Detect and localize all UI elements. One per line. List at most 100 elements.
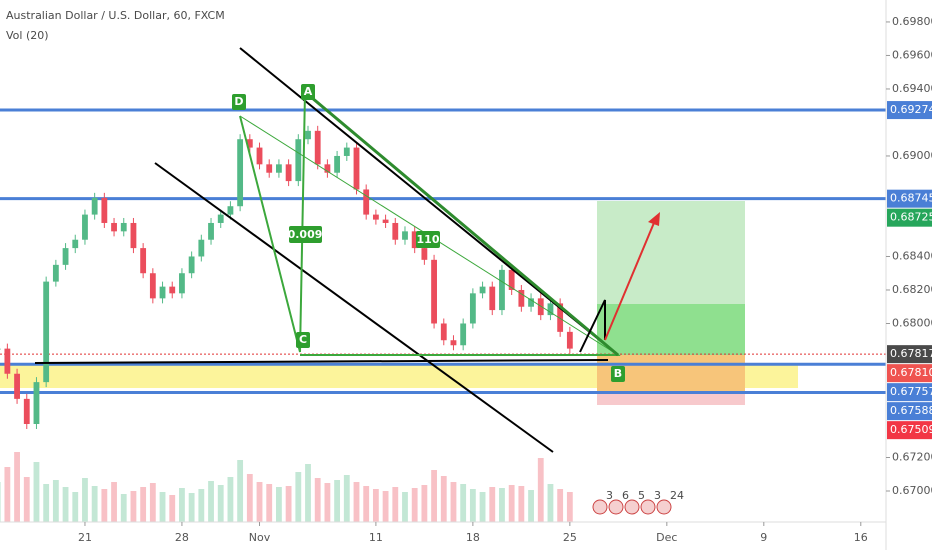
candle-body (305, 130, 311, 140)
volume-bar (208, 481, 214, 522)
volume-bar (431, 470, 437, 522)
volume-bar (14, 452, 20, 522)
volume-bar (353, 482, 360, 522)
volume-bar (62, 487, 69, 522)
candle-body (130, 222, 137, 249)
candle-body (111, 222, 117, 232)
volume-bar (411, 488, 418, 522)
x-tick-label: 9 (760, 531, 767, 544)
price-tag (887, 345, 932, 364)
candle-body (179, 273, 185, 294)
event-icon (592, 499, 608, 515)
volume-bar (179, 488, 185, 522)
volume-bar (217, 485, 224, 522)
volume-bar (372, 489, 379, 522)
event-icon (656, 499, 672, 515)
pattern-tag (296, 332, 310, 348)
ratio-tag (289, 226, 322, 243)
candle-body (188, 256, 195, 274)
candle-body (217, 214, 224, 223)
drawings: D A C B 0.009 110 (34, 47, 660, 453)
candle-body (402, 231, 408, 240)
event-label: 5 (638, 489, 645, 502)
path-line (579, 299, 606, 353)
target-zone (597, 201, 745, 304)
volume-bar (402, 492, 408, 522)
volume-bar (528, 490, 534, 522)
pattern-label: C (299, 333, 307, 346)
volume-bar (314, 478, 321, 522)
volume-bar (169, 495, 176, 522)
candle-body (334, 155, 341, 173)
volume-bar (149, 483, 156, 522)
volume-bar (4, 467, 11, 522)
candles (0, 125, 573, 429)
volume-bar (363, 486, 370, 522)
volume-bar (227, 477, 234, 522)
event-icon (608, 499, 624, 515)
events: 3 6 5 3 24 (592, 489, 684, 515)
x-tick-label: 21 (78, 531, 92, 544)
volume-bar (285, 486, 292, 522)
candle-body (440, 323, 447, 341)
volume-bar (382, 491, 389, 522)
candle-body (82, 214, 88, 240)
volume-bar (450, 482, 457, 522)
candle-body (353, 147, 360, 190)
candle-body (528, 298, 534, 307)
candle-body (392, 222, 399, 240)
position-tool (0, 201, 798, 405)
price-tag-label: 0.67757 (890, 385, 932, 398)
x-tick-label: 16 (854, 531, 868, 544)
ratio-label: 0.009 (288, 228, 323, 241)
pattern-label: D (234, 95, 243, 108)
candle-body (547, 303, 554, 316)
volume-bar (140, 487, 147, 522)
volume-bar (111, 482, 117, 522)
candle-body (343, 147, 350, 156)
price-tag-label: 0.68745 (890, 192, 932, 205)
candle-body (140, 248, 147, 274)
candle-body (208, 222, 214, 240)
candle-body (169, 286, 176, 294)
price-tag-label: 0.67509 (890, 423, 932, 436)
volume-bar (266, 484, 273, 522)
volume-bar (246, 474, 253, 522)
volume-bar (276, 487, 282, 522)
price-tag (887, 364, 932, 383)
volume-bar (508, 485, 515, 522)
x-tick-label: 28 (175, 531, 189, 544)
volume-bar (566, 492, 573, 522)
volume-bar (392, 487, 399, 522)
volume-bar (295, 472, 302, 522)
price-tag-label: 0.67817 (890, 347, 932, 360)
volume-bar (343, 475, 350, 522)
volume-bar (557, 489, 564, 522)
x-tick-label: 18 (466, 531, 480, 544)
pattern-tag (301, 84, 315, 100)
candle-body (276, 164, 282, 173)
volume-bar (479, 492, 486, 522)
pattern-label: A (304, 85, 313, 98)
chart-title: Australian Dollar / U.S. Dollar, 60, FXC… (6, 9, 225, 22)
candle-body (489, 286, 496, 311)
pattern-tag (232, 94, 246, 110)
candle-body (469, 293, 476, 324)
y-tick-label: 0.67000 (892, 484, 932, 497)
volume-bar (460, 484, 467, 522)
candle-body (314, 130, 321, 165)
candle-body (460, 323, 467, 346)
candle-body (421, 248, 428, 260)
candle-body (499, 269, 505, 311)
volume-bar (469, 489, 476, 522)
candle-body (4, 348, 11, 374)
volume (0, 452, 573, 522)
candle-body (285, 164, 292, 182)
candle-body (557, 303, 564, 332)
